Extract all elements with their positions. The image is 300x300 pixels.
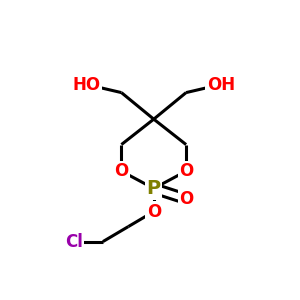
Text: OH: OH: [207, 76, 235, 94]
Text: P: P: [147, 179, 161, 198]
Text: O: O: [147, 202, 161, 220]
Text: OH: OH: [207, 76, 235, 94]
Text: HO: HO: [73, 76, 101, 94]
Text: O: O: [147, 202, 161, 220]
Text: O: O: [179, 190, 193, 208]
Text: O: O: [179, 162, 193, 180]
Text: O: O: [114, 162, 128, 180]
Text: O: O: [179, 162, 193, 180]
Text: HO: HO: [73, 76, 101, 94]
Text: Cl: Cl: [65, 232, 83, 250]
Text: P: P: [147, 179, 161, 198]
Text: O: O: [179, 190, 193, 208]
Text: O: O: [114, 162, 128, 180]
Text: Cl: Cl: [65, 232, 83, 250]
